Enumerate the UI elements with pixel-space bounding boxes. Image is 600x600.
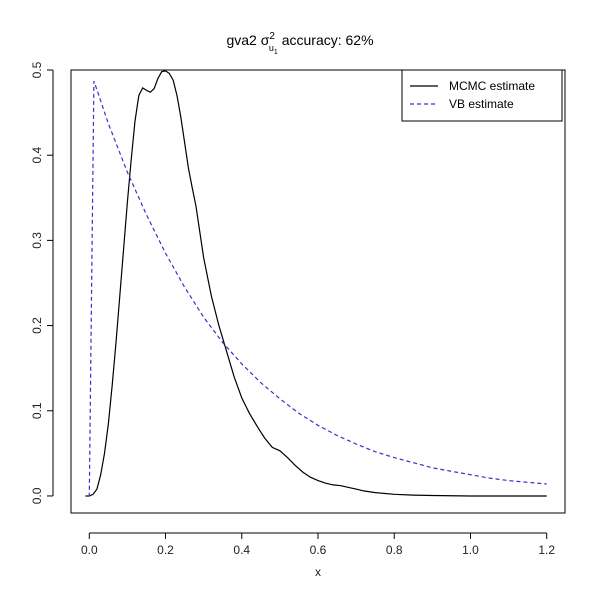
x-tick-label: 1.2 [538,543,555,557]
x-axis-label: x [315,565,321,579]
x-tick-label: 0.4 [233,543,250,557]
x-tick-label: 0.8 [386,543,403,557]
plot-box [70,69,566,514]
x-tick-label: 0.0 [81,543,98,557]
legend-label: MCMC estimate [449,79,535,93]
x-axis: 0.0 0.2 0.4 0.6 0.8 1.0 1.2 [81,532,555,557]
legend: MCMC estimate VB estimate [401,69,563,122]
title-superscript: 2 [269,31,275,42]
legend-box [401,69,563,122]
y-tick-label: 0.0 [30,487,44,504]
y-tick-label: 0.2 [30,317,44,334]
title-subscript-main: u [269,43,274,53]
title-prefix: gva2 [226,32,260,48]
series-line-vb-estimate [88,80,547,497]
legend-label: VB estimate [449,97,514,111]
series-line-mcmc-estimate [85,70,547,497]
x-tick-label: 1.0 [462,543,479,557]
x-tick-label: 0.2 [157,543,174,557]
plot-area [85,70,547,497]
y-tick-label: 0.3 [30,232,44,249]
y-axis: 0.0 0.1 0.2 0.3 0.4 0.5 [30,61,54,504]
y-tick-label: 0.4 [30,147,44,164]
title-suffix: accuracy: 62% [278,32,374,48]
chart-title: gva2 σ2 u1 accuracy: 62% [226,31,373,56]
title-subscript-sub: 1 [274,49,278,56]
y-tick-label: 0.1 [30,402,44,419]
title-sigma: σ [261,32,270,48]
y-tick-label: 0.5 [30,61,44,78]
x-tick-label: 0.6 [310,543,327,557]
